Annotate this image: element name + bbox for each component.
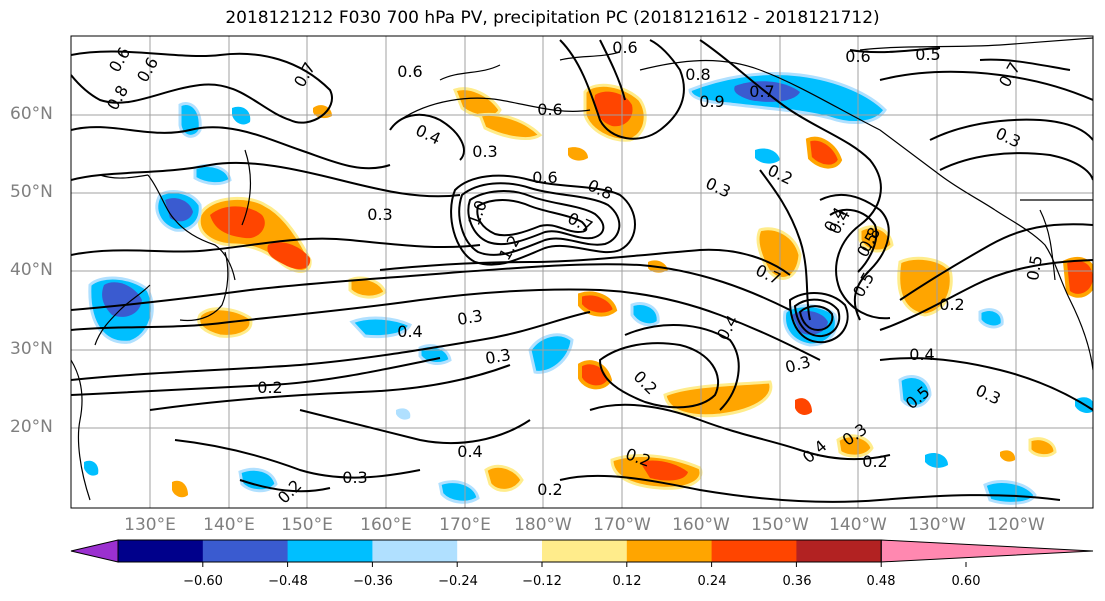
colorbar-extend-min: [70, 539, 119, 563]
lat-label-30n: 30°N: [10, 339, 53, 359]
precipitation-shading: [84, 72, 1093, 505]
lon-label-150e: 150°E: [281, 515, 333, 535]
contour-label: 0.3: [342, 468, 367, 487]
contour-label: 0.3: [472, 142, 497, 161]
colorbar-tick-label-neg024: −0.24: [438, 574, 478, 589]
lon-label-160e: 160°E: [360, 515, 412, 535]
lat-label-60n: 60°N: [10, 104, 53, 124]
map-title: 2018121212 F030 700 hPa PV, precipitatio…: [225, 8, 880, 28]
lat-label-20n: 20°N: [10, 417, 53, 437]
contour-label: 0.4: [457, 442, 482, 461]
colorbar-ticks: [202, 562, 967, 567]
lon-label-150w: 150°W: [751, 515, 809, 535]
contour-label: 0.3: [484, 345, 512, 368]
colorbar-tick-label-060: 0.60: [951, 574, 981, 589]
contour-label: 0.3: [367, 205, 392, 224]
graticule: [71, 36, 1093, 508]
lon-label-140e: 140°E: [203, 515, 255, 535]
colorbar-tick-label-012: 0.12: [612, 574, 642, 589]
colorbar-tick-label-036: 0.36: [782, 574, 812, 589]
colorbar-tick-label-neg060: −0.60: [183, 574, 223, 589]
contour-label: 0.6: [537, 100, 562, 119]
colorbar-segment: [287, 540, 373, 562]
colorbar-segment: [711, 540, 797, 562]
contour-label: 0.7: [749, 82, 774, 101]
contour-label: 0.6: [532, 168, 557, 187]
colorbar-segment: [372, 540, 458, 562]
contour-label: 0.2: [862, 452, 887, 471]
lon-label-170w: 170°W: [593, 515, 651, 535]
colorbar-tick-label-neg012: −0.12: [522, 574, 562, 589]
contour-label: 0.2: [939, 295, 964, 314]
lon-label-140w: 140°W: [829, 515, 887, 535]
colorbar-segment: [202, 540, 289, 562]
colorbar-tick-label-048: 0.48: [866, 574, 896, 589]
lat-label-50n: 50°N: [10, 182, 53, 202]
contour-label: 0.6: [397, 62, 422, 81]
colorbar-segment: [796, 540, 882, 562]
lon-label-180w: 180°W: [514, 515, 572, 535]
map-frame: [70, 35, 1094, 509]
contour-label: 0.5: [1023, 254, 1046, 282]
lon-label-130w: 130°W: [908, 515, 966, 535]
contour-label: 0.2: [257, 378, 282, 397]
contour-label: 0.4: [909, 345, 934, 364]
contour-label: 0.2: [537, 480, 562, 499]
contour-label: 0.4: [397, 322, 422, 341]
colorbar-segments: [70, 539, 1094, 563]
colorbar-tick-label-024: 0.24: [697, 574, 727, 589]
colorbar-segment: [542, 540, 628, 562]
contour-label: 0.6: [845, 47, 870, 66]
contour-label: 0.8: [685, 65, 710, 84]
contour-label: 0.5: [915, 45, 940, 64]
colorbar-outline: [117, 539, 882, 563]
contour-label: 0.6: [612, 38, 637, 57]
colorbar-segment: [626, 540, 713, 562]
coastlines: [71, 37, 1093, 501]
colorbar-tick-label-neg036: −0.36: [353, 574, 393, 589]
lat-label-40n: 40°N: [10, 260, 53, 280]
colorbar-extend-max: [880, 539, 1094, 563]
contour-label: 0.9: [699, 92, 724, 111]
pv-contours: [71, 39, 1093, 503]
colorbar-segment: [118, 540, 204, 562]
lon-label-120w: 120°W: [987, 515, 1045, 535]
lon-label-170e: 170°E: [439, 515, 491, 535]
contour-label: 0.3: [456, 306, 484, 329]
lon-label-160w: 160°W: [672, 515, 730, 535]
colorbar-tick-label-neg048: −0.48: [268, 574, 308, 589]
colorbar-segment: [457, 540, 543, 562]
lon-label-130e: 130°E: [124, 515, 176, 535]
